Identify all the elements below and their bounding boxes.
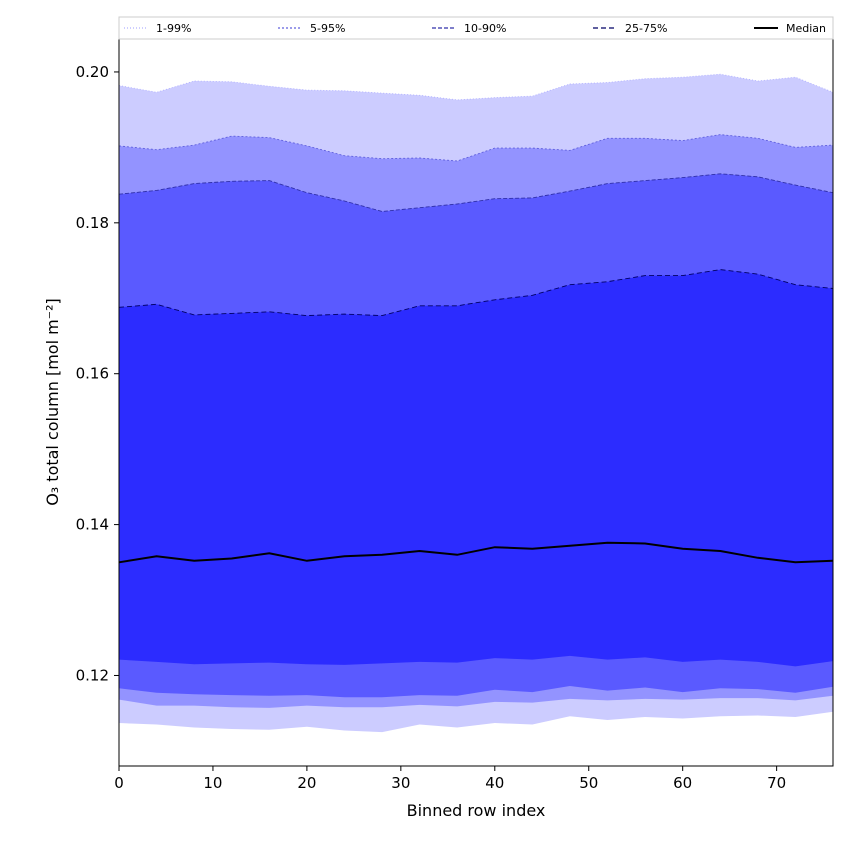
legend-label-1: 1-99% <box>156 22 191 35</box>
x-tick-label: 70 <box>767 774 786 792</box>
x-tick-label: 10 <box>203 774 222 792</box>
band-4-upper-line <box>118 269 834 317</box>
legend: 1-99% 5-95% 10-90% 25-75% Median <box>118 16 834 40</box>
x-tick-label: 30 <box>391 774 410 792</box>
band-3-upper-line <box>118 173 834 212</box>
x-tick-label: 40 <box>485 774 504 792</box>
legend-frame <box>118 16 834 40</box>
legend-label-4: 25-75% <box>625 22 667 35</box>
y-tick-label: 0.16 <box>76 365 109 383</box>
x-axis-title: Binned row index <box>407 801 546 820</box>
median-line-group <box>118 541 834 564</box>
y-tick-label: 0.14 <box>76 516 109 534</box>
y-tick-label: 0.18 <box>76 214 109 232</box>
x-tick-label: 50 <box>579 774 598 792</box>
legend-label-5: Median <box>786 22 826 35</box>
median-line <box>118 541 834 564</box>
x-tick-label: 0 <box>114 774 124 792</box>
y-axis-ticks: 0.12 0.14 0.16 0.18 0.20 <box>76 63 119 684</box>
band-4-area <box>119 269 833 667</box>
legend-label-3: 10-90% <box>464 22 506 35</box>
x-axis-ticks: 0 10 20 30 40 50 60 70 <box>114 766 786 792</box>
y-axis-title: O₃ total column [mol m⁻²] <box>43 298 62 506</box>
y-tick-label: 0.12 <box>76 666 109 684</box>
y-tick-label: 0.20 <box>76 63 109 81</box>
x-tick-label: 60 <box>673 774 692 792</box>
band-2-upper-line <box>118 134 834 162</box>
x-tick-label: 20 <box>297 774 316 792</box>
legend-label-2: 5-95% <box>310 22 345 35</box>
percentile-bands <box>118 73 834 733</box>
band-1-upper-line <box>118 73 834 101</box>
